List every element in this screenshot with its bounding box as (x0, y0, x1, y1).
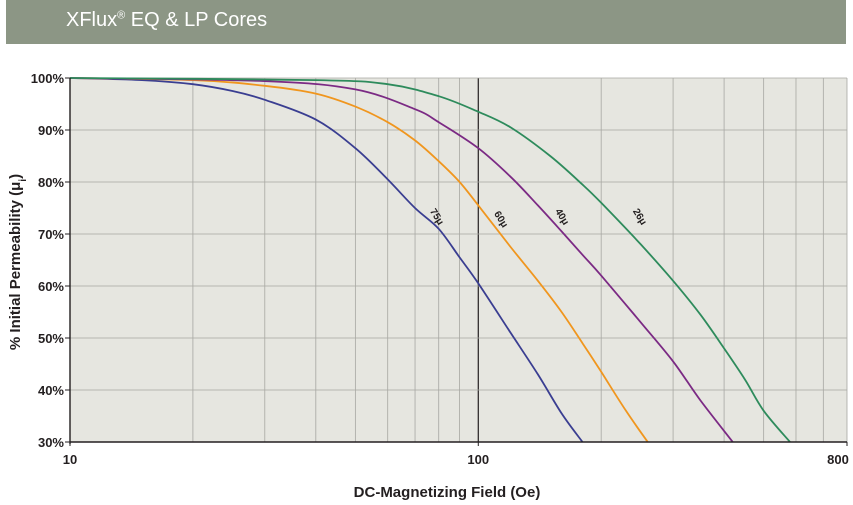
y-tick-label: 90% (38, 123, 64, 138)
header-banner: XFlux® EQ & LP Cores (6, 0, 846, 44)
x-tick-label: 800 (827, 452, 849, 467)
y-tick-label: 80% (38, 175, 64, 190)
series-line-2 (69, 77, 734, 443)
y-axis-title: % Initial Permeability (μi) (7, 174, 29, 350)
title-main: XFlux (66, 9, 118, 31)
y-axis-title-sub: i (18, 179, 29, 182)
axes (69, 78, 847, 444)
y-tick-label: 70% (38, 227, 64, 242)
plot-area (70, 78, 847, 442)
page-title: XFlux® EQ & LP Cores (66, 9, 267, 32)
y-tick-label: 30% (38, 435, 64, 450)
x-tick-labels: 10 100 800 (63, 442, 849, 467)
title-rest: EQ & LP Cores (125, 9, 268, 31)
y-tick-label: 60% (38, 279, 64, 294)
y-tick-label: 40% (38, 383, 64, 398)
y-tick-label: 50% (38, 331, 64, 346)
x-axis-title: DC-Magnetizing Field (Oe) (354, 484, 541, 501)
series-line-3 (69, 77, 791, 443)
x-tick-label: 10 (63, 452, 77, 467)
y-axis-title-end: ) (7, 174, 24, 179)
series-line-1 (69, 77, 649, 443)
y-tick-labels: 100% 90% 80% 70% 60% 50% 40% 30% (31, 71, 70, 450)
x-tick-label: 100 (467, 452, 489, 467)
series-line-0 (69, 77, 584, 443)
y-tick-label: 100% (31, 71, 65, 86)
registered-mark: ® (117, 9, 126, 22)
y-axis-title-main: % Initial Permeability (μ (7, 182, 24, 350)
curves (69, 77, 791, 443)
